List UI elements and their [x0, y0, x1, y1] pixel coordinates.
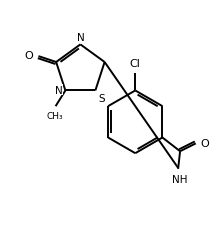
- Text: O: O: [25, 51, 34, 61]
- Text: O: O: [201, 139, 209, 149]
- Text: NH: NH: [172, 174, 188, 184]
- Text: S: S: [98, 94, 105, 104]
- Text: CH₃: CH₃: [46, 112, 63, 121]
- Text: N: N: [55, 85, 62, 95]
- Text: N: N: [77, 33, 85, 43]
- Text: Cl: Cl: [130, 59, 141, 69]
